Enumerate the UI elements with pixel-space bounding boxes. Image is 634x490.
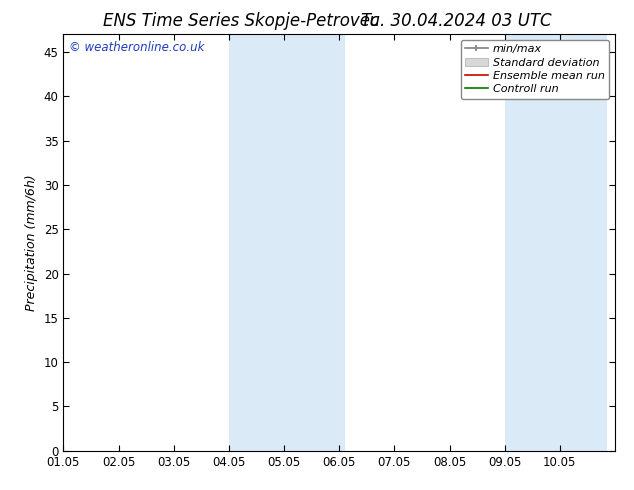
Bar — [505, 34, 607, 451]
Y-axis label: Precipitation (mm/6h): Precipitation (mm/6h) — [25, 174, 38, 311]
Legend: min/max, Standard deviation, Ensemble mean run, Controll run: min/max, Standard deviation, Ensemble me… — [461, 40, 609, 99]
Text: Tu. 30.04.2024 03 UTC: Tu. 30.04.2024 03 UTC — [361, 12, 552, 30]
Text: © weatheronline.co.uk: © weatheronline.co.uk — [69, 41, 204, 53]
Bar — [229, 34, 345, 451]
Text: ENS Time Series Skopje-Petrovec: ENS Time Series Skopje-Petrovec — [103, 12, 379, 30]
